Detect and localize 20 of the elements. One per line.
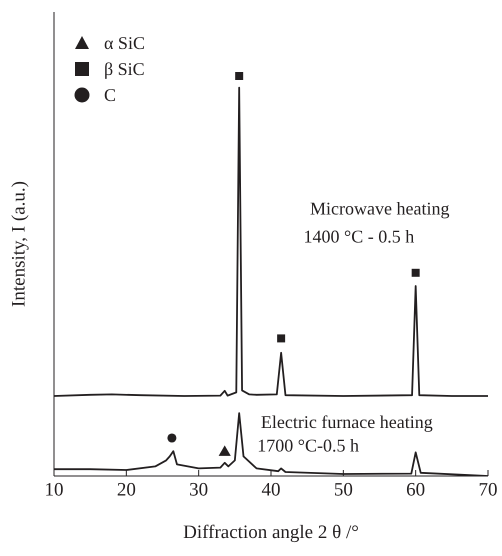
x-tick-label: 50 [334,479,353,500]
legend-label: C [104,84,116,107]
legend-label: β SiC [104,58,145,81]
y-axis-title: Intensity, I (a.u.) [8,181,30,307]
x-tick-label: 40 [262,479,280,500]
x-tick-label: 20 [116,479,136,500]
x-tick-label: 30 [189,479,208,500]
x-axis-title: Diffraction angle 2 θ /° [183,522,359,543]
annotation: 1400 °C - 0.5 h [304,226,414,246]
annotation: Microwave heating [310,198,450,218]
point [277,334,286,342]
legend-label: α SiC [104,32,145,55]
x-tick-label: 70 [478,479,498,500]
annotation: Electric furnace heating [260,412,433,432]
point [235,72,244,80]
point [167,433,176,443]
x-tick-label: 60 [406,479,426,500]
point [412,268,420,277]
x-tick-label: 10 [44,479,64,500]
annotation: 1700 °C-0.5 h [257,436,359,456]
